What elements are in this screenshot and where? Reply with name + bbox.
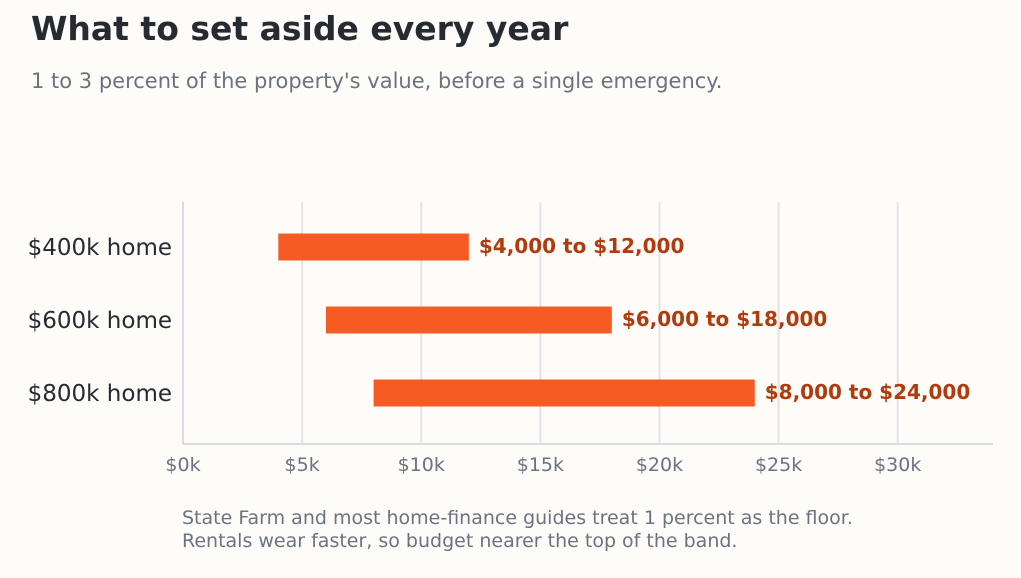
range-bar	[278, 233, 469, 261]
footnote-line-2: Rentals wear faster, so budget nearer th…	[182, 530, 738, 552]
x-tick-label: $0k	[165, 454, 200, 476]
x-tick-label: $25k	[755, 454, 802, 476]
category-label: $600k home	[28, 308, 172, 334]
chart-title: What to set aside every year	[31, 9, 569, 48]
x-tick-label: $10k	[398, 454, 445, 476]
range-bar	[325, 306, 612, 334]
chart-subtitle: 1 to 3 percent of the property's value, …	[31, 69, 723, 93]
data-label: $6,000 to $18,000	[622, 307, 828, 331]
x-tick-label: $30k	[874, 454, 921, 476]
range-bar	[373, 379, 755, 407]
x-tick-label: $5k	[285, 454, 320, 476]
footnote: State Farm and most home-finance guides …	[182, 507, 853, 553]
data-label: $8,000 to $24,000	[765, 380, 971, 404]
data-label: $4,000 to $12,000	[479, 234, 684, 258]
x-tick-label: $20k	[636, 454, 683, 476]
category-label: $800k home	[28, 381, 172, 407]
footnote-line-1: State Farm and most home-finance guides …	[182, 507, 853, 529]
x-tick-label: $15k	[517, 454, 564, 476]
category-label: $400k home	[28, 235, 172, 261]
